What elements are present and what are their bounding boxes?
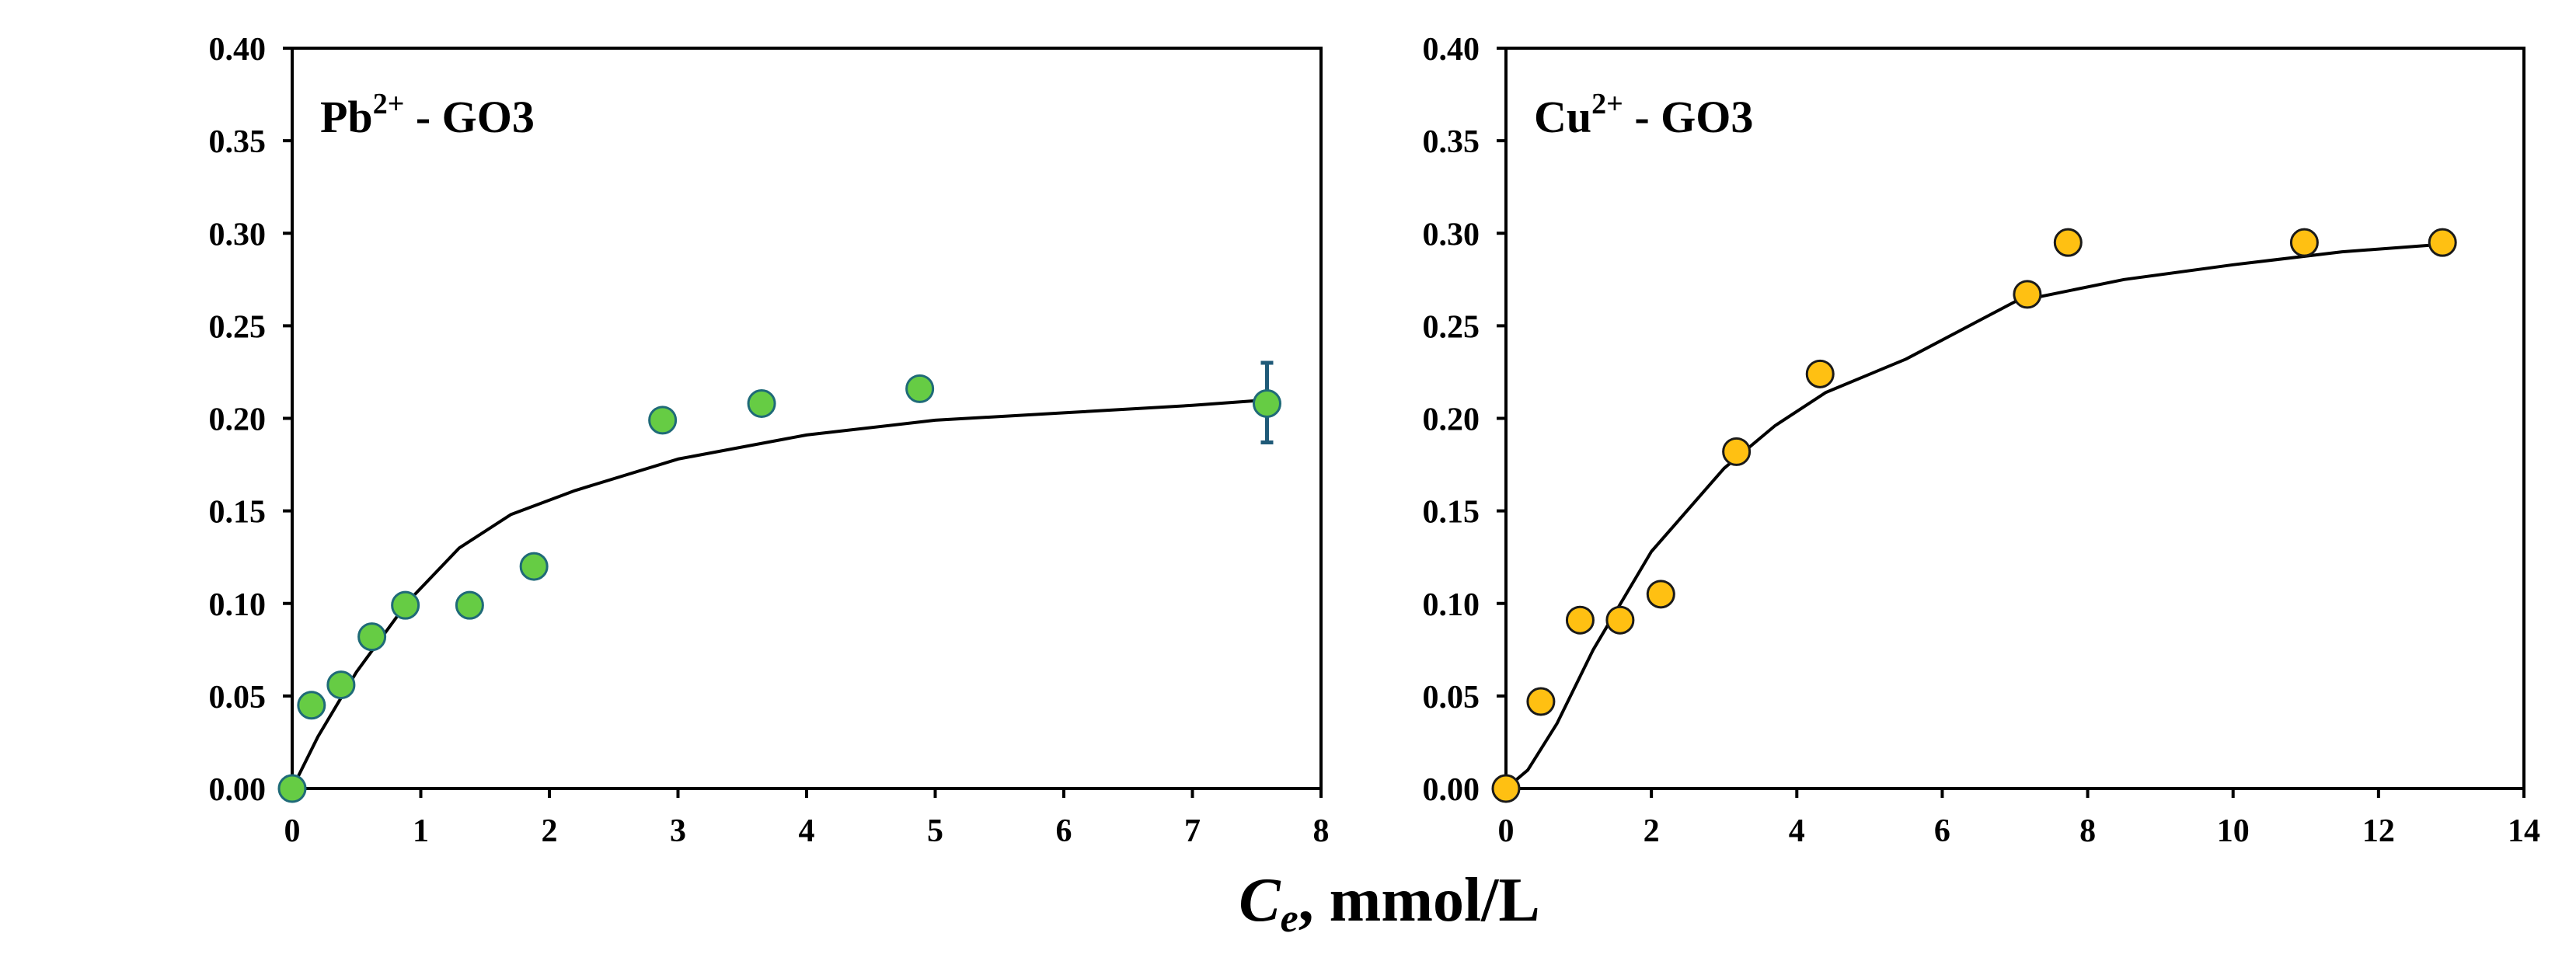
- pb-x-tick-label: 1: [413, 813, 429, 849]
- cu-y-tick-label: 0.25: [1423, 309, 1480, 345]
- pb-x-tick-label: 4: [799, 813, 815, 849]
- pb-data-point: [391, 590, 420, 620]
- shared-x-axis-label: Ce, mmol/L: [1239, 866, 1540, 941]
- pb-x-tick-label: 8: [1313, 813, 1330, 849]
- pb-y-tick-label: 0.40: [209, 32, 267, 68]
- pb-x-tick-label: 7: [1184, 813, 1201, 849]
- cu-x-tick-label: 12: [2362, 813, 2395, 849]
- pb-y-tick-label: 0.35: [209, 124, 267, 160]
- pb-data-point: [455, 590, 484, 620]
- pb-x-tick-label: 6: [1056, 813, 1072, 849]
- pb-plot-frame: [291, 47, 1323, 790]
- pb-y-tick-label: 0.15: [209, 495, 267, 531]
- cu-x-tick-label: 8: [2079, 813, 2096, 849]
- cu-x-tick-label: 4: [1789, 813, 1805, 849]
- pb-x-tick-label: 2: [542, 813, 558, 849]
- pb-y-tick-label: 0.00: [209, 772, 267, 808]
- cu-data-point: [1805, 359, 1835, 388]
- cu-y-tick-label: 0.00: [1423, 772, 1480, 808]
- pb-x-tick-label: 0: [284, 813, 301, 849]
- pb-title-superscript: 2+: [373, 88, 405, 120]
- pb-x-tick-label: 5: [927, 813, 943, 849]
- pb-data-point: [1252, 388, 1281, 418]
- cu-data-point: [1646, 580, 1675, 609]
- cu-y-tick-label: 0.20: [1423, 402, 1480, 438]
- cu-x-tick-label: 6: [1934, 813, 1950, 849]
- pb-data-point: [747, 388, 776, 418]
- cu-x-tick-label: 14: [2508, 813, 2540, 849]
- pb-panel-title: Pb2+ - GO3: [320, 88, 535, 142]
- cu-x-tick-label: 0: [1498, 813, 1515, 849]
- cu-x-tick-label: 2: [1644, 813, 1660, 849]
- cu-data-point: [2289, 228, 2319, 257]
- pb-y-tick-label: 0.10: [209, 587, 267, 623]
- pb-title-main: Pb: [320, 92, 373, 142]
- cu-y-tick-label: 0.15: [1423, 495, 1480, 531]
- cu-y-tick-label: 0.10: [1423, 587, 1480, 623]
- cu-data-point: [1722, 437, 1752, 466]
- left-chart-pb: 0.00 0.05 0.10 0.15 0.20 0.25 0.30 0.35 0.40 0 1 2 3…: [209, 32, 1330, 849]
- cu-data-point: [1605, 605, 1635, 635]
- pb-y-tick-label: 0.30: [209, 217, 267, 252]
- pb-y-tick-label: 0.20: [209, 402, 267, 438]
- cu-data-point: [2428, 228, 2457, 257]
- x-label-subscript: e: [1281, 897, 1298, 941]
- pb-data-point: [357, 622, 387, 652]
- pb-data-point: [326, 670, 356, 700]
- right-chart-cu: 0.00 0.05 0.10 0.15 0.20 0.25 0.30 0.35 0.40 0 2 4 6…: [1423, 32, 2541, 849]
- cu-y-tick-label: 0.30: [1423, 217, 1480, 252]
- cu-title-main: Cu: [1534, 92, 1591, 142]
- cu-title-superscript: 2+: [1591, 88, 1623, 120]
- cu-data-point: [2013, 280, 2042, 309]
- cu-data-point: [1565, 605, 1595, 635]
- cu-data-point: [1491, 774, 1521, 803]
- pb-data-point: [277, 774, 307, 803]
- pb-data-point: [648, 406, 678, 435]
- pb-y-tick-label: 0.05: [209, 680, 267, 716]
- pb-data-point: [297, 691, 326, 720]
- cu-y-tick-label: 0.05: [1423, 680, 1480, 716]
- cu-title-rest: - GO3: [1623, 92, 1754, 142]
- pb-x-tick-label: 3: [670, 813, 686, 849]
- pb-data-point: [519, 552, 549, 581]
- cu-panel-title: Cu2+ - GO3: [1534, 88, 1753, 142]
- pb-y-tick-label: 0.25: [209, 309, 267, 345]
- cu-data-point: [2053, 228, 2083, 257]
- cu-x-tick-label: 10: [2217, 813, 2250, 849]
- x-label-main: C: [1239, 866, 1281, 935]
- cu-y-tick-label: 0.35: [1423, 124, 1480, 160]
- pb-fit-curve: [291, 398, 1269, 790]
- x-label-rest: , mmol/L: [1298, 866, 1540, 935]
- cu-y-tick-label: 0.40: [1423, 32, 1480, 68]
- pb-title-rest: - GO3: [404, 92, 535, 142]
- cu-data-point: [1526, 687, 1556, 716]
- cu-plot-frame: [1504, 47, 2525, 790]
- cu-fit-curve: [1504, 242, 2445, 790]
- pb-data-point: [905, 374, 935, 403]
